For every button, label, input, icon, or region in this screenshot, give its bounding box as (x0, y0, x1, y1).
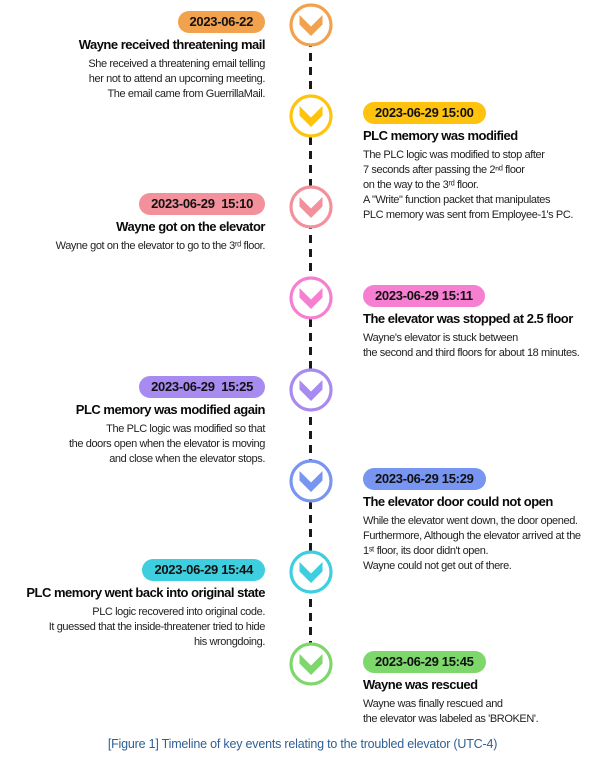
event-title: PLC memory was modified (363, 128, 518, 143)
event-title: PLC memory went back into original state (26, 585, 265, 600)
timeline-event: 2023-06-29 15:10 Wayne got on the elevat… (0, 193, 266, 254)
event-description: The PLC logic was modified so that the d… (69, 423, 265, 465)
event-description: Wayne's elevator is stuck between the se… (363, 332, 580, 359)
chevron-down-icon (289, 185, 333, 229)
chevron-down-icon (289, 3, 333, 47)
event-date-badge: 2023-06-22 (177, 11, 265, 33)
event-date-badge: 2023-06-29 15:10 (139, 193, 265, 215)
event-description: While the elevator went down, the door o… (363, 515, 581, 572)
timeline-dashed-line (309, 25, 312, 665)
timeline-event: 2023-06-29 15:00 PLC memory was modified… (363, 102, 605, 223)
event-title: Wayne was rescued (363, 677, 478, 692)
event-date-badge: 2023-06-29 15:29 (363, 468, 486, 490)
timeline-event: 2023-06-29 15:44 PLC memory went back in… (0, 559, 266, 650)
event-description: Wayne was finally rescued and the elevat… (363, 698, 539, 725)
chevron-down-icon (289, 642, 333, 686)
timeline-event: 2023-06-22 Wayne received threatening ma… (0, 11, 266, 102)
event-title: PLC memory was modified again (75, 402, 266, 417)
chevron-down-icon (289, 550, 333, 594)
event-description: The PLC logic was modified to stop after… (363, 149, 574, 221)
event-title: Wayne got on the elevator (116, 219, 265, 234)
chevron-down-icon (289, 94, 333, 138)
event-title: Wayne received threatening mail (78, 37, 266, 52)
chevron-down-icon (289, 368, 333, 412)
event-date-badge: 2023-06-29 15:11 (363, 285, 485, 307)
timeline-event: 2023-06-29 15:45 Wayne was rescued Wayne… (363, 651, 605, 727)
event-title: The elevator door could not open (363, 494, 553, 509)
figure-caption: [Figure 1] Timeline of key events relati… (107, 737, 498, 751)
timeline-event: 2023-06-29 15:25 PLC memory was modified… (0, 376, 266, 467)
event-description: PLC logic recovered into original code. … (48, 606, 266, 648)
timeline-event: 2023-06-29 15:11 The elevator was stoppe… (363, 285, 605, 361)
event-date-badge: 2023-06-29 15:00 (363, 102, 486, 124)
event-date-badge: 2023-06-29 15:45 (363, 651, 486, 673)
event-description: Wayne got on the elevator to go to the 3… (55, 240, 266, 252)
chevron-down-icon (289, 459, 333, 503)
event-title: The elevator was stopped at 2.5 floor (363, 311, 573, 326)
event-description: She received a threatening email telling… (88, 58, 265, 100)
chevron-down-icon (289, 276, 333, 320)
timeline-event: 2023-06-29 15:29 The elevator door could… (363, 468, 605, 574)
event-date-badge: 2023-06-29 15:44 (142, 559, 265, 581)
event-date-badge: 2023-06-29 15:25 (139, 376, 265, 398)
